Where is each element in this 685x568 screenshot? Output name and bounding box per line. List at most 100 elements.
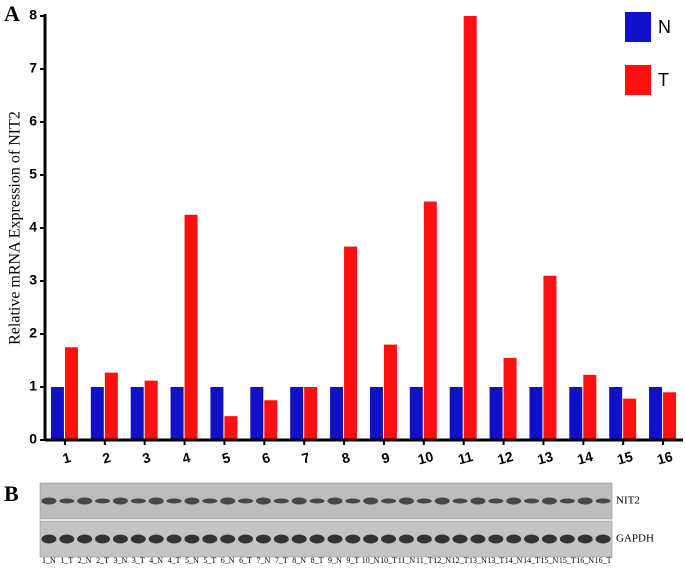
blot-band xyxy=(41,497,57,505)
blot-band xyxy=(184,534,200,544)
bar xyxy=(144,380,158,440)
lane-label: 10_T xyxy=(380,556,397,565)
y-tick-label: 0 xyxy=(29,431,37,447)
blot-band xyxy=(381,534,397,544)
blot-band xyxy=(416,534,432,544)
bar xyxy=(463,16,477,440)
blot-band xyxy=(345,534,361,544)
blot-band xyxy=(148,534,164,544)
blot-band xyxy=(166,534,182,544)
lane-label: 9_T xyxy=(346,556,359,565)
blot-band xyxy=(95,534,111,544)
x-tick-label: 4 xyxy=(180,449,192,467)
blot-band xyxy=(595,498,611,504)
blot-band xyxy=(470,534,486,544)
blot-band xyxy=(309,498,325,504)
blot-band xyxy=(59,534,75,544)
blot-band xyxy=(130,498,146,504)
x-tick-label: 15 xyxy=(615,448,634,468)
blot-band xyxy=(41,534,57,544)
legend-swatch xyxy=(625,12,651,42)
bar xyxy=(344,246,358,440)
bar xyxy=(130,387,144,440)
bar xyxy=(409,387,423,440)
blot-row-label: GAPDH xyxy=(616,533,654,545)
y-tick-label: 4 xyxy=(29,219,37,235)
blot-band xyxy=(345,498,361,504)
bar xyxy=(649,387,663,440)
blot-band xyxy=(577,497,593,505)
panel-label: A xyxy=(4,1,20,26)
lane-label: 16_T xyxy=(595,556,612,565)
x-tick-label: 12 xyxy=(496,448,515,468)
blot-band xyxy=(470,497,486,505)
lane-label: 4_T xyxy=(168,556,181,565)
blot-band xyxy=(291,497,307,505)
blot-band xyxy=(488,534,504,544)
y-axis-label: Relative mRNA Expression of NIT2 xyxy=(7,111,24,345)
blot-band xyxy=(488,498,504,504)
bar xyxy=(609,387,623,440)
x-tick-label: 13 xyxy=(536,448,555,468)
lane-label: 13_T xyxy=(487,556,504,565)
lane-label: 7_N xyxy=(257,556,271,565)
lane-label: 3_T xyxy=(132,556,145,565)
blot-band xyxy=(255,497,271,505)
blot-band xyxy=(524,498,540,504)
blot-band xyxy=(452,498,468,504)
blot-band xyxy=(238,498,254,504)
lane-label: 7_T xyxy=(275,556,288,565)
bar xyxy=(210,387,224,440)
legend-label: T xyxy=(658,70,669,90)
blot-band xyxy=(327,534,343,544)
lane-label: 11_N xyxy=(398,556,416,565)
blot-band xyxy=(434,497,450,505)
blot-band xyxy=(327,497,343,505)
blot-band xyxy=(59,498,75,504)
blot-band xyxy=(112,534,128,544)
blot-band xyxy=(130,534,146,544)
blot-band xyxy=(363,497,379,505)
blot-band xyxy=(434,534,450,544)
bar xyxy=(623,398,637,440)
lane-label: 5_N xyxy=(185,556,199,565)
blot-band xyxy=(541,534,557,544)
lane-label: 6_N xyxy=(221,556,235,565)
blot-band xyxy=(77,497,93,505)
blot-band xyxy=(291,534,307,544)
bar xyxy=(104,372,118,440)
blot-row-label: NIT2 xyxy=(616,495,640,507)
blot-band xyxy=(595,534,611,544)
bar xyxy=(250,387,264,440)
x-tick-label: 1 xyxy=(61,449,73,467)
blot-band xyxy=(202,534,218,544)
blot-band xyxy=(166,498,182,504)
blot-band xyxy=(273,498,289,504)
y-tick-label: 1 xyxy=(29,378,37,394)
blot-band xyxy=(309,534,325,544)
y-tick-label: 2 xyxy=(29,325,37,341)
blot-band xyxy=(220,534,236,544)
blot-band xyxy=(220,497,236,505)
lane-label: 12_N xyxy=(433,556,451,565)
legend-swatch xyxy=(625,65,651,95)
lane-label: 3_N xyxy=(114,556,128,565)
x-tick-label: 9 xyxy=(380,449,392,467)
blot-band xyxy=(577,534,593,544)
y-tick-label: 6 xyxy=(29,113,37,129)
blot-band xyxy=(452,534,468,544)
bar xyxy=(383,344,397,440)
x-tick-label: 5 xyxy=(220,449,232,467)
bar xyxy=(529,387,543,440)
bar xyxy=(583,374,597,440)
x-tick-label: 14 xyxy=(575,448,594,468)
x-tick-label: 6 xyxy=(260,449,272,467)
bar xyxy=(64,347,78,440)
lane-label: 14_N xyxy=(505,556,523,565)
bar xyxy=(489,387,503,440)
blot-band xyxy=(95,498,111,504)
lane-label: 13_N xyxy=(469,556,487,565)
blot-band xyxy=(238,534,254,544)
